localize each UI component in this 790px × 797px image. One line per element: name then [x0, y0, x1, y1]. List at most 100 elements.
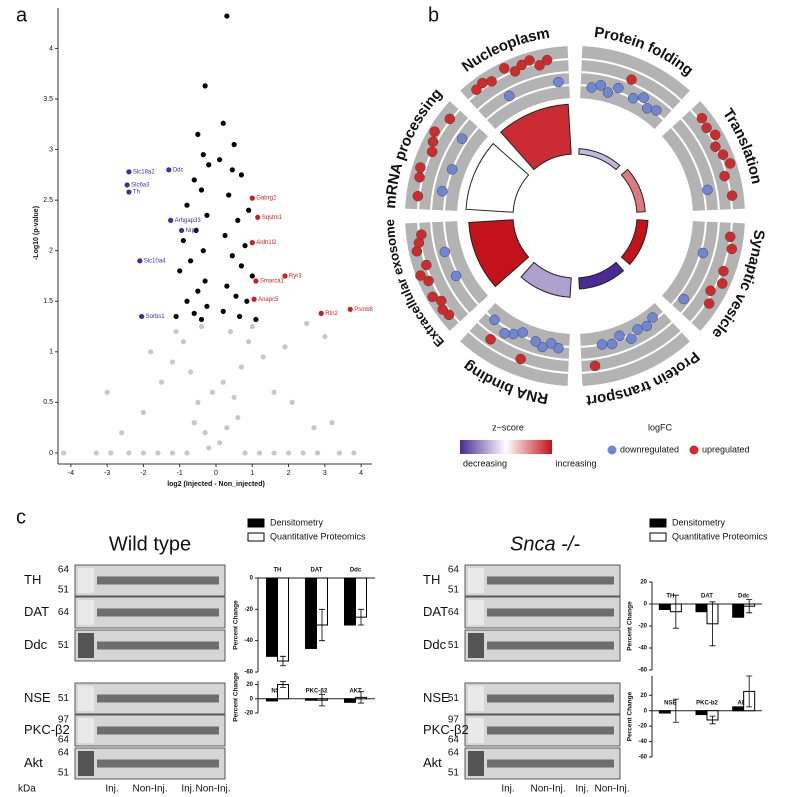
data-point	[148, 349, 154, 355]
bar	[266, 698, 278, 702]
data-point	[238, 172, 244, 178]
blot-ladder	[468, 718, 484, 743]
blot-band	[487, 641, 614, 650]
lane-label: Non-Inj.	[594, 784, 629, 795]
gene-point	[415, 270, 426, 281]
term-bar	[578, 148, 621, 171]
gene-point	[586, 82, 597, 93]
point-label: Psmb8	[354, 307, 373, 313]
blot-ladder	[468, 633, 484, 658]
gene-point	[429, 126, 440, 137]
band-guide	[680, 222, 720, 314]
error-bar	[280, 655, 286, 667]
blot-band	[487, 759, 614, 768]
gene-point	[534, 60, 545, 71]
data-point	[195, 399, 201, 405]
y-tick-label: 0	[644, 602, 648, 608]
category-label: PKC-b2	[696, 700, 718, 706]
data-point	[235, 217, 241, 223]
term-band	[580, 46, 690, 130]
kda-unit: kDa	[18, 784, 36, 795]
legend-label: downregulated	[620, 444, 679, 454]
category-label: Ddc	[738, 594, 750, 600]
band-guide	[581, 331, 682, 374]
data-point	[236, 313, 243, 320]
x-tick-label: 3	[323, 470, 327, 477]
bar	[658, 710, 671, 714]
bar	[305, 698, 317, 701]
data-point	[204, 212, 210, 218]
y-tick-label: -60	[244, 670, 253, 676]
data-point	[202, 83, 208, 89]
gene-point	[627, 92, 639, 104]
gene-point	[541, 54, 553, 66]
data-point	[173, 313, 179, 320]
lane-label: Non-Inj.	[195, 784, 230, 795]
data-point	[169, 450, 176, 456]
error-bar	[358, 691, 364, 704]
data-point	[220, 308, 226, 314]
gene-point	[606, 338, 618, 350]
data-point	[271, 450, 277, 456]
y-tick-label: 0	[250, 696, 254, 702]
kda-marker: 51	[58, 693, 70, 704]
gene-point	[486, 76, 497, 87]
bar	[344, 698, 356, 703]
y-tick-label: 20	[640, 580, 647, 586]
blot-title: Snca -/-	[510, 533, 580, 555]
bar	[732, 603, 745, 618]
data-point	[126, 450, 132, 456]
legend-swatch	[649, 518, 667, 528]
kda-marker: 51	[58, 640, 70, 651]
data-point	[246, 339, 252, 345]
gene-point	[717, 149, 729, 160]
legend-label: Quantitative Proteomics	[672, 531, 768, 541]
data-point	[191, 177, 197, 183]
data-point	[126, 189, 132, 195]
row-label: Ddc	[423, 637, 447, 652]
gene-point	[717, 278, 728, 289]
y-tick-label: 2	[49, 248, 53, 255]
data-point	[222, 232, 228, 239]
gene-point	[414, 171, 425, 183]
x-axis-label: log2 (Injected - Non_injected)	[167, 481, 265, 488]
kda-marker: 64	[58, 565, 70, 576]
bar	[277, 577, 289, 662]
row-label: TH	[423, 572, 440, 587]
error-bar	[280, 681, 286, 688]
data-point	[220, 120, 226, 126]
blot-title: Wild type	[109, 533, 191, 555]
error-bar	[358, 608, 364, 626]
y-tick-label: -40	[638, 646, 647, 652]
band-guide	[468, 331, 569, 374]
data-point	[322, 334, 328, 340]
y-tick-label: 0	[250, 576, 254, 582]
gene-point	[626, 74, 637, 85]
y-tick-label: 3	[49, 146, 53, 153]
gene-point	[678, 293, 689, 305]
y-tick-label: 2.5	[43, 197, 53, 204]
data-point	[126, 169, 132, 175]
logfc-legend-title: logFC	[648, 422, 673, 432]
row-label: DAT	[423, 604, 448, 619]
kda-marker: 64	[448, 607, 460, 618]
gene-point	[641, 103, 653, 114]
data-point	[253, 316, 259, 323]
lane-label: Inj.	[181, 784, 194, 795]
bar	[305, 577, 317, 649]
data-point	[224, 425, 230, 431]
y-tick-label: 1	[49, 349, 53, 356]
band-guide	[477, 71, 569, 111]
gene-point	[415, 162, 426, 173]
point-label: Gabrg2	[256, 196, 277, 202]
zscore-legend-high: increasing	[555, 458, 596, 468]
gene-point	[697, 247, 709, 259]
term-bar	[578, 261, 625, 290]
y-axis-label: Percent Change	[627, 691, 634, 741]
x-tick-label: 2	[287, 470, 291, 477]
data-point	[304, 320, 310, 327]
blot-ladder	[78, 633, 94, 658]
x-tick-label: 1	[250, 470, 254, 477]
y-tick-label: 1.5	[43, 298, 53, 305]
kda-marker: 64	[58, 748, 70, 759]
